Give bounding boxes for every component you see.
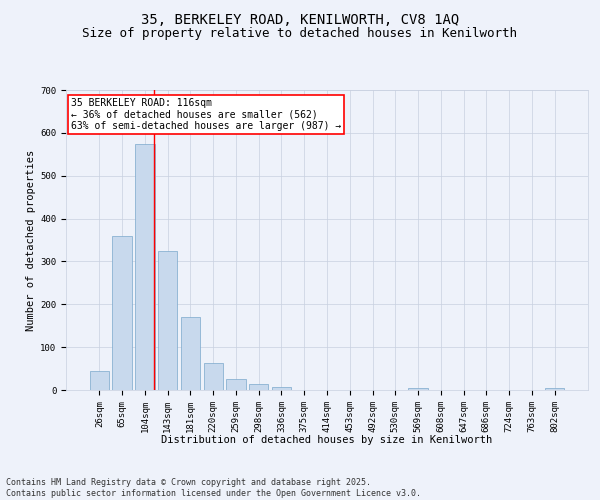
Text: Size of property relative to detached houses in Kenilworth: Size of property relative to detached ho…: [83, 28, 517, 40]
Y-axis label: Number of detached properties: Number of detached properties: [26, 150, 36, 330]
Text: 35 BERKELEY ROAD: 116sqm
← 36% of detached houses are smaller (562)
63% of semi-: 35 BERKELEY ROAD: 116sqm ← 36% of detach…: [71, 98, 341, 130]
Bar: [545, 388, 564, 390]
X-axis label: Distribution of detached houses by size in Kenilworth: Distribution of detached houses by size …: [161, 434, 493, 445]
Bar: [226, 380, 245, 390]
Bar: [135, 144, 155, 390]
Bar: [181, 317, 200, 390]
Bar: [203, 364, 223, 390]
Bar: [249, 384, 268, 390]
Bar: [158, 250, 178, 390]
Bar: [112, 236, 132, 390]
Bar: [409, 388, 428, 390]
Bar: [272, 387, 291, 390]
Bar: [90, 370, 109, 390]
Text: 35, BERKELEY ROAD, KENILWORTH, CV8 1AQ: 35, BERKELEY ROAD, KENILWORTH, CV8 1AQ: [141, 12, 459, 26]
Text: Contains HM Land Registry data © Crown copyright and database right 2025.
Contai: Contains HM Land Registry data © Crown c…: [6, 478, 421, 498]
